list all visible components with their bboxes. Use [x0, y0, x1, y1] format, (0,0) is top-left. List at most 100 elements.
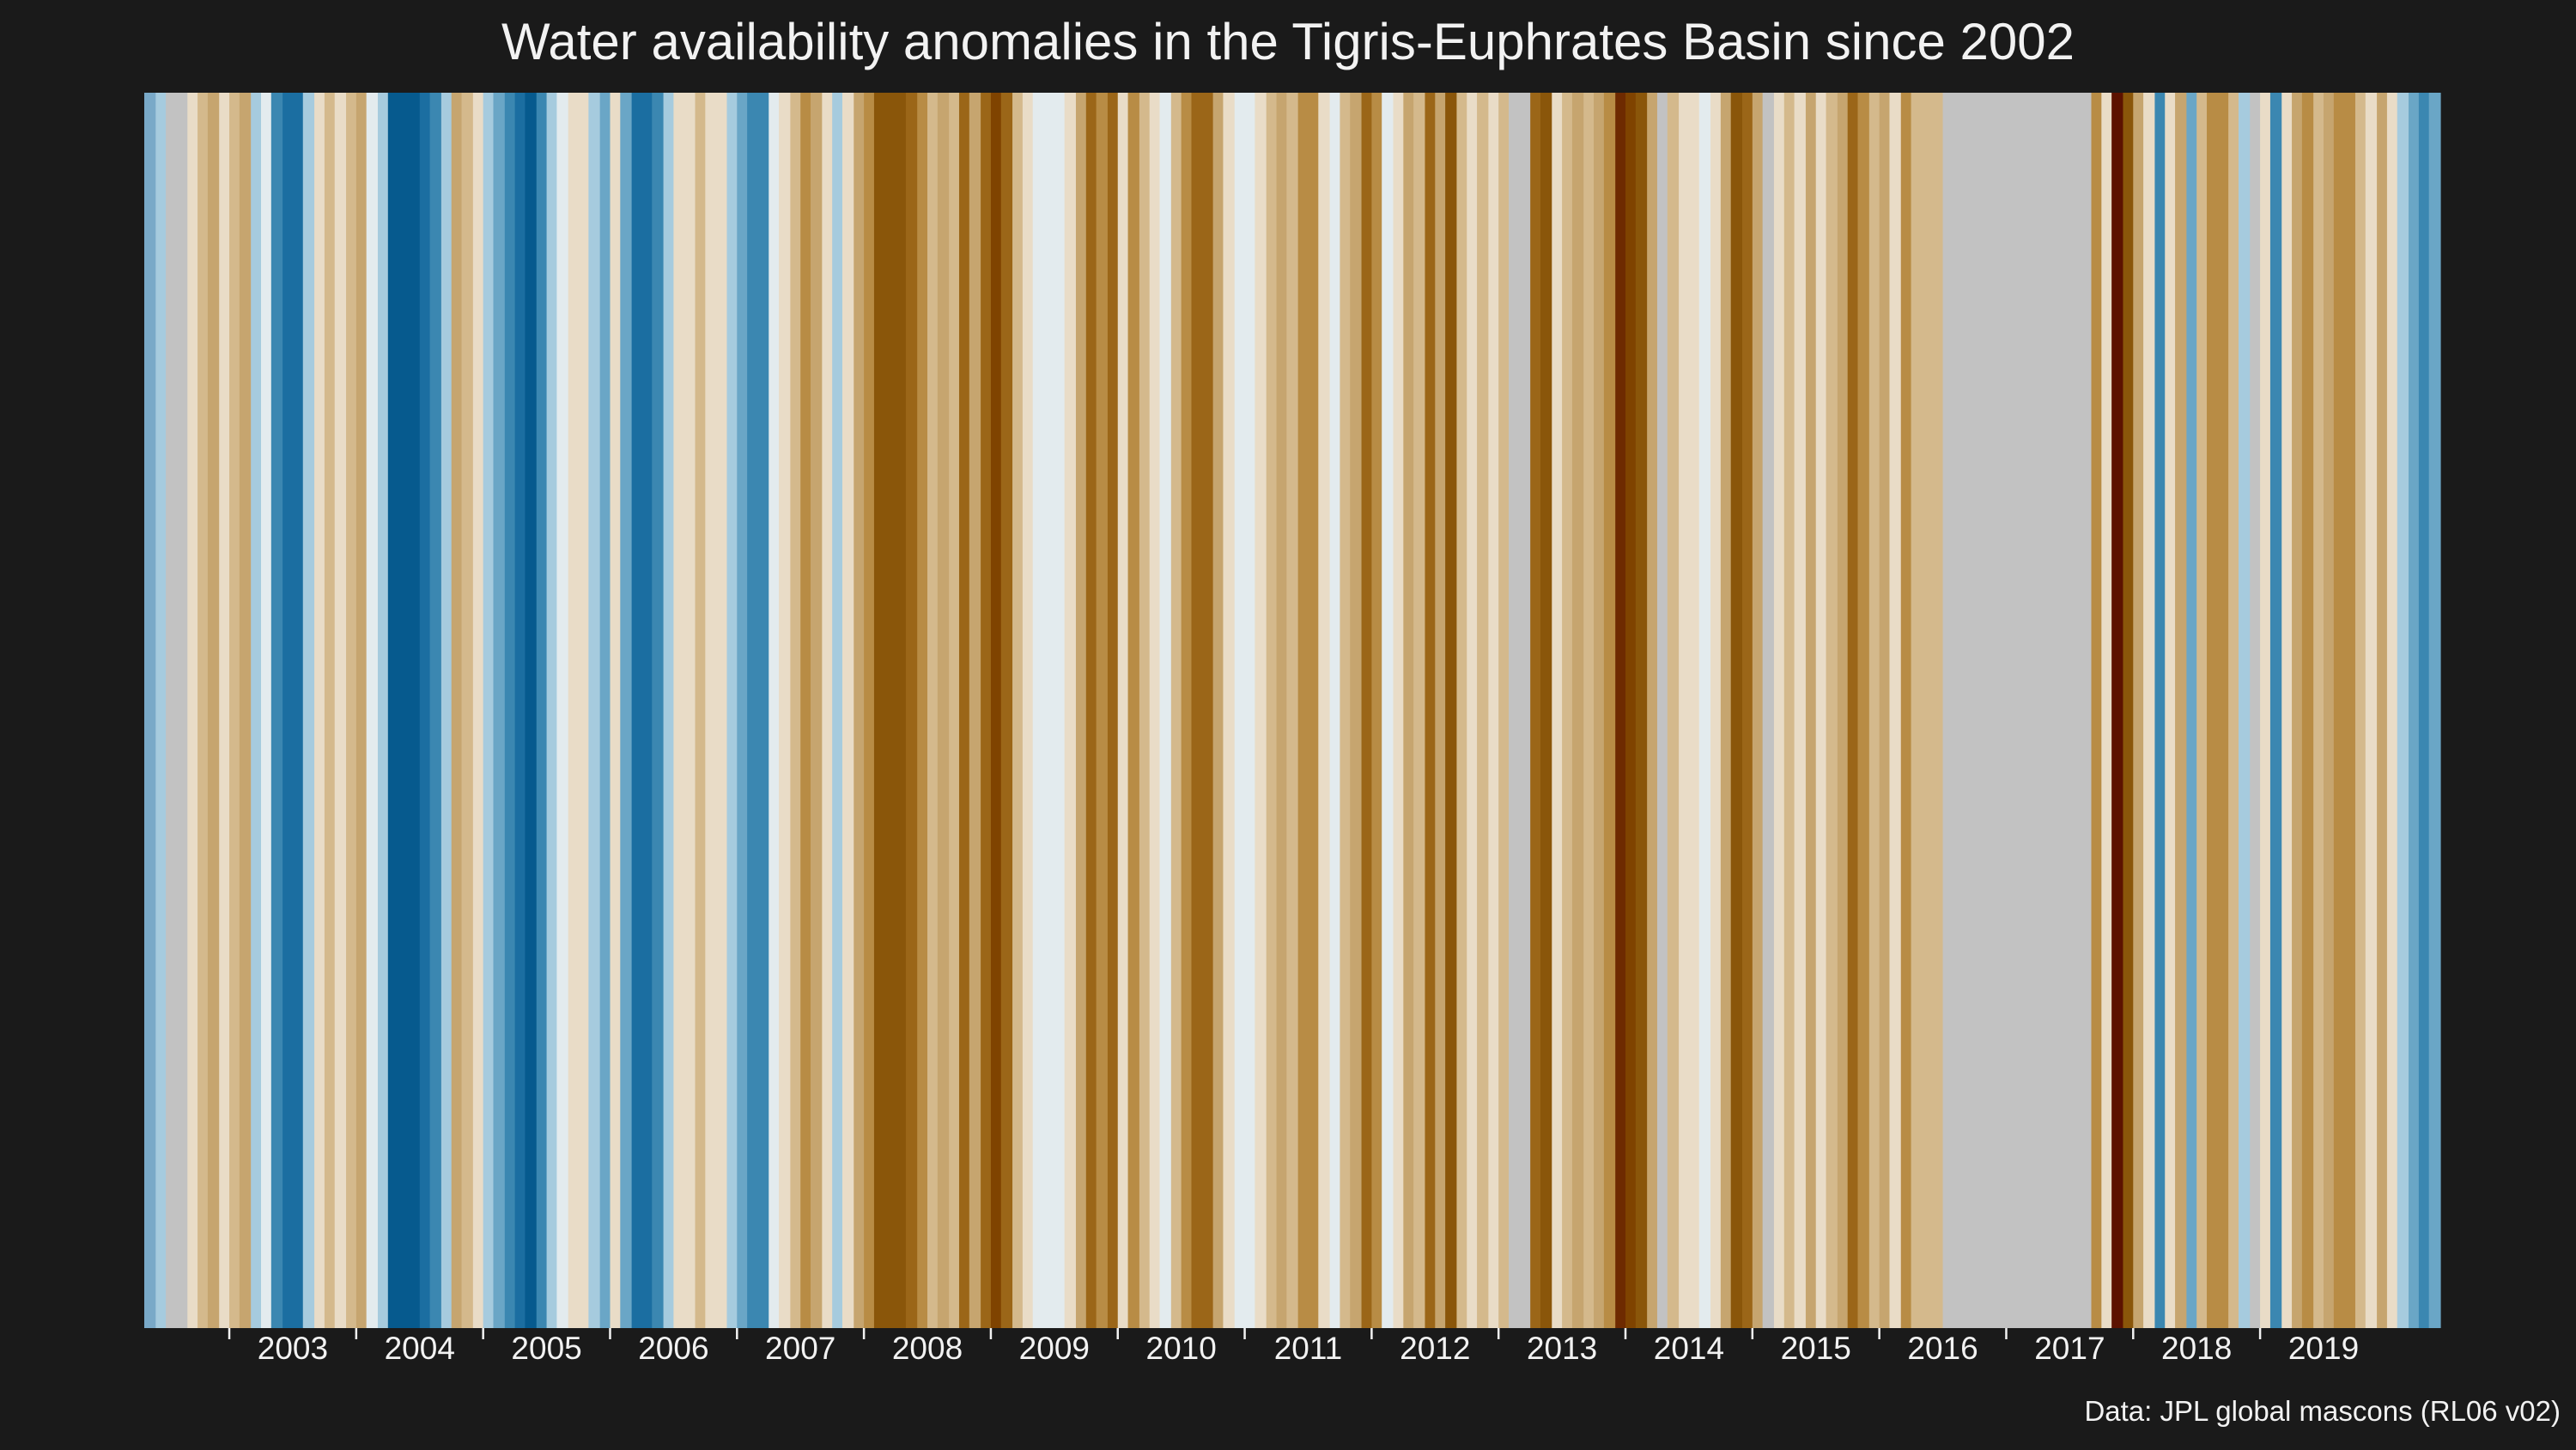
stripe-47 — [726, 93, 738, 1328]
stripe-82 — [1149, 93, 1161, 1328]
stripe-129 — [1698, 93, 1711, 1328]
stripe-133 — [1742, 93, 1753, 1328]
stripe-4 — [197, 93, 209, 1328]
stripe-158 — [2165, 93, 2176, 1328]
stripe-37 — [588, 93, 601, 1328]
stripe-89 — [1234, 93, 1255, 1328]
stripe-150 — [1942, 93, 2093, 1328]
stripe-171 — [2313, 93, 2324, 1328]
x-tick-label-2017: 2017 — [2034, 1331, 2105, 1366]
stripe-68 — [981, 93, 992, 1328]
stripe-24 — [440, 93, 453, 1328]
stripe-131 — [1720, 93, 1732, 1328]
stripe-45 — [695, 93, 706, 1328]
stripe-32 — [525, 93, 538, 1328]
stripe-162 — [2207, 93, 2229, 1328]
stripe-113 — [1509, 93, 1531, 1328]
stripe-167 — [2269, 93, 2282, 1328]
stripe-73 — [1032, 93, 1066, 1328]
stripe-169 — [2292, 93, 2303, 1328]
stripe-28 — [483, 93, 495, 1328]
stripe-115 — [1540, 93, 1552, 1328]
stripe-98 — [1350, 93, 1363, 1328]
stripe-84 — [1170, 93, 1182, 1328]
stripe-18 — [355, 93, 368, 1328]
stripe-33 — [536, 93, 548, 1328]
stripe-88 — [1223, 93, 1236, 1328]
stripe-134 — [1752, 93, 1764, 1328]
stripe-104 — [1413, 93, 1426, 1328]
stripe-112 — [1498, 93, 1510, 1328]
stripe-57 — [841, 93, 854, 1328]
stripe-109 — [1467, 93, 1478, 1328]
x-tick-label-2011: 2011 — [1274, 1331, 1343, 1366]
stripe-154 — [2123, 93, 2134, 1328]
stripe-141 — [1826, 93, 1838, 1328]
x-axis: 2003 2004 2005 2006 2007 2008 2009 2010 2011 2012… — [228, 1328, 2359, 1366]
stripe-178 — [2397, 93, 2409, 1328]
stripe-118 — [1571, 93, 1584, 1328]
stripe-48 — [737, 93, 748, 1328]
stripe-44 — [673, 93, 696, 1328]
stripe-127 — [1667, 93, 1680, 1328]
stripe-97 — [1340, 93, 1351, 1328]
stripe-6 — [219, 93, 230, 1328]
stripe-9 — [251, 93, 262, 1328]
stripe-2 — [166, 93, 188, 1328]
stripe-30 — [504, 93, 516, 1328]
stripe-0 — [144, 93, 156, 1328]
stripe-11 — [270, 93, 283, 1328]
x-tick-label-2019: 2019 — [2288, 1331, 2359, 1366]
stripe-20 — [377, 93, 389, 1328]
stripe-119 — [1583, 93, 1595, 1328]
x-tick-label-2003: 2003 — [258, 1331, 328, 1366]
stripe-142 — [1837, 93, 1849, 1328]
stripe-86 — [1191, 93, 1214, 1328]
stripe-16 — [334, 93, 347, 1328]
stripe-180 — [2418, 93, 2430, 1328]
stripe-160 — [2186, 93, 2197, 1328]
stripe-1 — [155, 93, 167, 1328]
stripe-69 — [990, 93, 1002, 1328]
stripe-140 — [1815, 93, 1827, 1328]
stripe-93 — [1286, 93, 1299, 1328]
stripe-172 — [2324, 93, 2335, 1328]
stripe-34 — [546, 93, 558, 1328]
stripe-170 — [2301, 93, 2314, 1328]
stripe-40 — [620, 93, 633, 1328]
stripe-67 — [969, 93, 981, 1328]
stripe-121 — [1603, 93, 1616, 1328]
stripe-14 — [314, 93, 325, 1328]
stripe-137 — [1783, 93, 1795, 1328]
stripe-42 — [652, 93, 665, 1328]
stripe-106 — [1435, 93, 1446, 1328]
stripe-101 — [1382, 93, 1394, 1328]
stripe-157 — [2154, 93, 2166, 1328]
stripe-152 — [2101, 93, 2112, 1328]
stripe-146 — [1879, 93, 1891, 1328]
stripe-81 — [1139, 93, 1151, 1328]
stripe-181 — [2428, 93, 2441, 1328]
stripe-80 — [1127, 93, 1140, 1328]
stripe-52 — [790, 93, 801, 1328]
source-caption: Data: JPL global mascons (RL06 v02) — [2084, 1395, 2561, 1427]
stripe-136 — [1773, 93, 1785, 1328]
stripe-59 — [864, 93, 875, 1328]
stripe-100 — [1371, 93, 1382, 1328]
stripe-156 — [2143, 93, 2156, 1328]
stripe-105 — [1425, 93, 1436, 1328]
stripe-26 — [461, 93, 474, 1328]
stripe-3 — [187, 93, 198, 1328]
stripe-55 — [822, 93, 833, 1328]
stripe-78 — [1107, 93, 1119, 1328]
x-tick-label-2008: 2008 — [892, 1331, 963, 1366]
stripe-8 — [239, 93, 252, 1328]
stripe-148 — [1900, 93, 1912, 1328]
stripe-21 — [387, 93, 421, 1328]
x-tick-label-2018: 2018 — [2161, 1331, 2232, 1366]
stripe-43 — [663, 93, 674, 1328]
x-tick-label-2005: 2005 — [511, 1331, 581, 1366]
stripe-90 — [1255, 93, 1267, 1328]
stripe-164 — [2238, 93, 2251, 1328]
